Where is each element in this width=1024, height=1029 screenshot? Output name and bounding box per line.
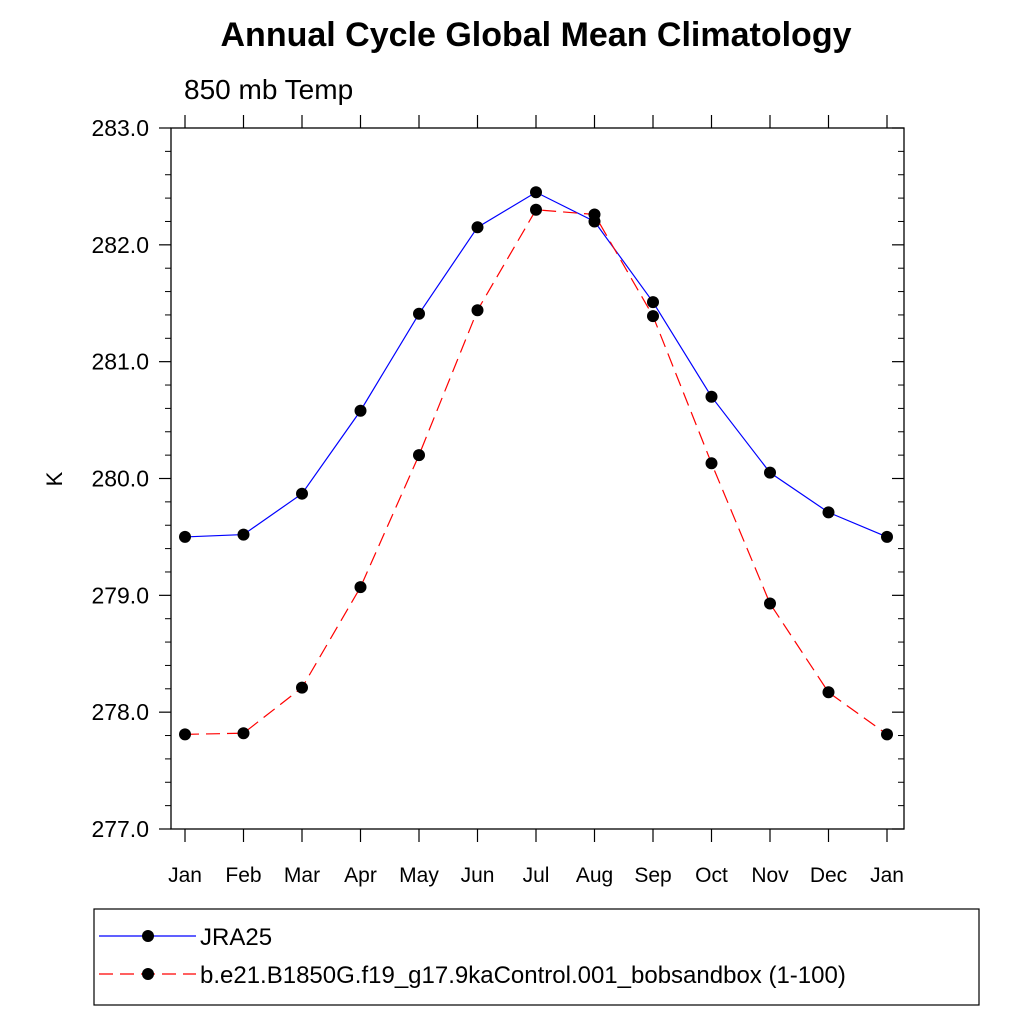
series-2-point <box>179 728 191 741</box>
series-line-2 <box>184 209 888 735</box>
series-line-1 <box>184 191 888 538</box>
series-1-point <box>530 186 542 199</box>
x-tick-label: Jan <box>168 864 202 887</box>
series-2-point <box>705 457 718 470</box>
legend-marker-2 <box>142 968 154 980</box>
legend-marker-1 <box>142 930 154 942</box>
x-tick-label: Mar <box>284 864 320 887</box>
y-tick-label: 278.0 <box>91 699 149 725</box>
y-tick-label: 283.0 <box>91 115 149 141</box>
plot-frame <box>170 127 905 830</box>
x-tick-label: Nov <box>751 864 789 887</box>
x-tick-label: Jul <box>523 864 550 887</box>
series-1-point <box>764 466 776 479</box>
x-tick-label: Aug <box>576 864 613 887</box>
y-tick-label: 277.0 <box>91 816 149 842</box>
x-tick-label: Sep <box>634 864 671 887</box>
series-2-point <box>764 597 776 610</box>
x-tick-label: Dec <box>810 864 847 887</box>
series-2-point <box>881 728 893 741</box>
y-tick-label: 281.0 <box>91 349 149 375</box>
series-1-point <box>413 307 425 320</box>
chart-subtitle: 850 mb Temp <box>184 74 353 105</box>
series-2-point <box>413 449 425 462</box>
series-1-point <box>881 530 893 543</box>
legend-box <box>93 908 980 1006</box>
x-tick-label: Apr <box>344 864 377 887</box>
series-1-point <box>822 506 835 519</box>
y-axis-label: K <box>42 471 67 486</box>
x-tick-label: Feb <box>225 864 261 887</box>
x-tick-label: Jan <box>870 864 904 887</box>
legend: JRA25 b.e21.B1850G.f19_g17.9kaControl.001… <box>93 908 980 1006</box>
series-2-point <box>471 304 484 317</box>
series-2-point <box>588 208 601 221</box>
series-2-point <box>647 310 659 323</box>
chart-title: Annual Cycle Global Mean Climatology <box>221 16 852 54</box>
series-2-point <box>354 581 367 594</box>
legend-label-1: JRA25 <box>200 924 272 951</box>
series-1-point <box>354 404 367 417</box>
y-tick-label: 282.0 <box>91 232 149 258</box>
y-tick-label: 279.0 <box>91 582 149 608</box>
series-2-point <box>822 686 835 699</box>
plot-area: 277.0 278.0 279.0 280.0 281.0 282.0 283.0 Jan Fe… <box>91 115 905 887</box>
series-2-point <box>296 681 308 694</box>
x-tick-label: Jun <box>461 864 495 887</box>
legend-label-2: b.e21.B1850G.f19_g17.9kaControl.001_bobs… <box>200 962 846 989</box>
series-1-point <box>296 487 308 500</box>
y-tick-label: 280.0 <box>91 466 149 492</box>
series-1-point <box>179 530 191 543</box>
x-tick-label: Oct <box>695 864 728 887</box>
series-1-point <box>471 221 484 234</box>
series-1-point <box>647 296 659 309</box>
series-1-point <box>237 528 250 541</box>
series-2-point <box>237 727 250 740</box>
series-1-point <box>705 390 718 403</box>
series-2-point <box>530 203 542 216</box>
x-tick-label: May <box>399 864 439 887</box>
